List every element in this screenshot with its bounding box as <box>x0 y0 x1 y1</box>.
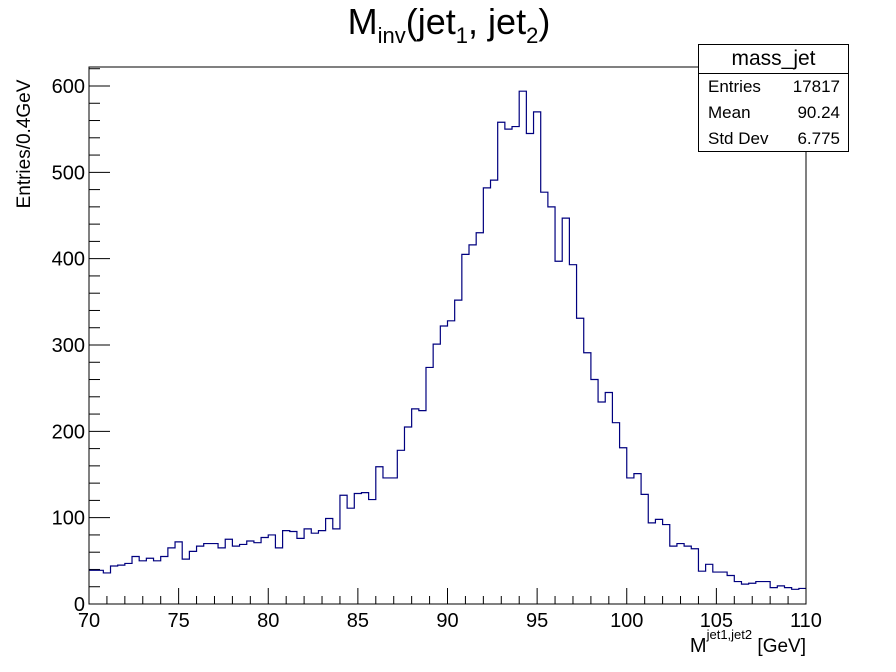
y-axis-label: Entries/0.4GeV <box>14 79 35 208</box>
y-tick-label: 500 <box>52 162 85 184</box>
x-tick-label: 90 <box>436 610 458 632</box>
x-tick-label: 80 <box>257 610 279 632</box>
x-tick-label: 100 <box>610 610 643 632</box>
x-tick-label: 70 <box>78 610 100 632</box>
stats-row-entries: Entries 17817 <box>699 74 848 100</box>
y-tick-label: 0 <box>74 594 85 616</box>
histogram-line <box>89 90 806 590</box>
y-tick-label: 600 <box>52 76 85 98</box>
y-tick-label: 200 <box>52 421 85 443</box>
x-tick-label: 110 <box>790 610 822 632</box>
stats-row-mean: Mean 90.24 <box>699 100 848 126</box>
stats-value: 90.24 <box>797 103 840 122</box>
x-tick-label: 85 <box>347 610 369 632</box>
stats-label: Mean <box>708 103 751 122</box>
y-tick-label: 300 <box>52 335 85 357</box>
stats-value: 17817 <box>792 77 840 96</box>
x-axis-label: Mjet1,jet2 [GeV] <box>690 627 806 657</box>
chart-title: Minv(jet1, jet2) <box>348 1 551 48</box>
stats-box-title: mass_jet <box>699 45 848 74</box>
stats-box: mass_jet Entries 17817 Mean 90.24 Std De… <box>698 44 849 152</box>
stats-row-stddev: Std Dev 6.775 <box>699 126 848 152</box>
y-tick-label: 100 <box>52 508 85 530</box>
x-tick-label: 95 <box>526 610 548 632</box>
x-tick-label: 75 <box>168 610 190 632</box>
y-tick-label: 400 <box>52 249 85 271</box>
stats-label: Entries <box>708 77 761 96</box>
stats-value: 6.775 <box>797 129 840 148</box>
stats-label: Std Dev <box>708 129 769 148</box>
x-tick-label: 105 <box>700 610 733 632</box>
plot-frame <box>88 66 807 605</box>
